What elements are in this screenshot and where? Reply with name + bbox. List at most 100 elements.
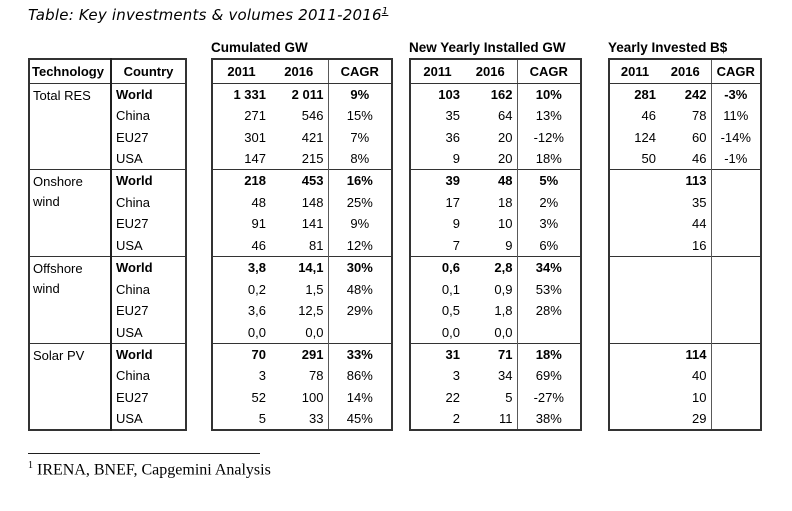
value-cell: 0,0	[305, 324, 324, 340]
country-cell: USA	[110, 234, 186, 257]
cagr-cell: 5%	[516, 169, 581, 192]
value-cell: 1 331	[212, 82, 270, 105]
country-cell: China	[110, 364, 186, 387]
table-row: 3,8 14,1 30%	[212, 256, 392, 279]
cagr-cell: 7%	[327, 126, 392, 149]
cagr-cell: -3%	[710, 82, 761, 105]
value-cell	[609, 300, 660, 322]
cagr-cell: -27%	[516, 386, 581, 409]
table-row: 16	[609, 234, 761, 257]
country-cell: World	[110, 82, 186, 105]
left-table-body: Total RES World China EU27 USA Onshore wind Wo…	[29, 82, 186, 430]
cagr-cell: 18%	[516, 148, 581, 170]
value-cell: 0,5	[441, 303, 460, 319]
cagr-cell: 14%	[327, 386, 392, 409]
cagr-cell	[710, 169, 761, 192]
value-cell: 5	[258, 411, 266, 427]
table-row: 5 33 45%	[212, 408, 392, 430]
table-row	[609, 321, 761, 344]
footnote-marker: 1	[28, 460, 33, 471]
table-row: Onshore wind World	[29, 169, 186, 257]
value-cell	[609, 342, 660, 365]
country-cell: EU27	[110, 213, 186, 235]
cagr-cell: 34%	[516, 256, 581, 279]
table-row	[609, 256, 761, 279]
table-row	[609, 299, 761, 322]
value-cell: 0,9	[494, 281, 513, 297]
value-cell: 17	[445, 194, 460, 210]
table-row: 40	[609, 364, 761, 387]
table-row: 1 331 2 011 9%	[212, 82, 392, 105]
col-header-2011: 2011	[609, 59, 660, 84]
country-cell: World	[110, 342, 186, 365]
table-row: China	[29, 364, 186, 387]
value-cell: 271	[244, 108, 266, 124]
country-cell: China	[110, 191, 186, 214]
value-cell	[660, 322, 711, 344]
value-cell: 20	[498, 151, 513, 167]
table-row: 70 291 33%	[212, 342, 392, 365]
value-cell: 5	[505, 389, 513, 405]
footnote-text: IRENA, BNEF, Capgemini Analysis	[37, 461, 271, 479]
table-row: 52 100 14%	[212, 386, 392, 409]
value-cell: 3	[452, 368, 460, 384]
value-cell: 70	[212, 342, 270, 365]
value-cell: 81	[309, 237, 324, 253]
cumulated-gw-table: 2011 2016 CAGR 1 331 2 011 9% 271 546 15% 301 4…	[211, 58, 393, 431]
header-row: 2011 2016 CAGR	[410, 59, 581, 84]
cagr-cell	[710, 191, 761, 214]
cagr-cell: 53%	[516, 278, 581, 300]
cagr-cell	[710, 213, 761, 235]
cagr-cell	[710, 299, 761, 322]
cagr-cell: 30%	[327, 256, 392, 279]
cagr-cell: 8%	[327, 148, 392, 170]
table-row: 0,0 0,0	[410, 321, 581, 344]
table-row: EU27	[29, 126, 186, 149]
cagr-cell: 48%	[327, 278, 392, 300]
table-row: 0,6 2,8 34%	[410, 256, 581, 279]
value-cell: 215	[301, 151, 324, 167]
value-cell: 29	[692, 411, 707, 427]
cagr-cell: 9%	[327, 213, 392, 235]
value-cell: 421	[301, 129, 324, 145]
table-row: 3 34 69%	[410, 364, 581, 387]
table-row: 9 10 3%	[410, 213, 581, 235]
cagr-cell	[710, 408, 761, 430]
table-row: 39 48 5%	[410, 169, 581, 192]
value-cell: 1,8	[494, 303, 513, 319]
value-cell: 35	[445, 108, 460, 124]
cagr-cell: 2%	[516, 191, 581, 214]
cagr-cell	[710, 234, 761, 257]
table-row: 9 20 18%	[410, 148, 581, 170]
cagr-cell: 11%	[710, 104, 761, 127]
value-cell: 78	[692, 108, 707, 124]
value-cell: 52	[251, 389, 266, 405]
value-cell: 2	[452, 411, 460, 427]
value-cell: 18	[498, 194, 513, 210]
value-cell: 10	[692, 389, 707, 405]
cagr-cell: -14%	[710, 126, 761, 149]
value-cell: 46	[251, 237, 266, 253]
col-header-2016: 2016	[660, 59, 711, 84]
value-cell: 12,5	[298, 303, 324, 319]
country-cell: China	[110, 104, 186, 127]
value-cell: 40	[692, 368, 707, 384]
footnote: 1 IRENA, BNEF, Capgemini Analysis	[28, 460, 271, 479]
technology-cell: Total RES	[29, 82, 111, 170]
technology-cell: Offshore wind	[29, 256, 111, 344]
table-row: 0,2 1,5 48%	[212, 278, 392, 300]
table-row: 147 215 8%	[212, 148, 392, 170]
new-table-body: 103 162 10% 35 64 13% 36 20 -12% 9 20 18% 39 48 5% 17 18…	[410, 82, 581, 430]
value-cell	[609, 235, 660, 257]
cagr-cell	[710, 321, 761, 344]
value-cell: 16	[692, 237, 707, 253]
header-row: Technology Country	[29, 59, 186, 84]
value-cell: 50	[641, 151, 656, 167]
value-cell: 71	[464, 342, 517, 365]
footnote-separator	[28, 453, 260, 454]
value-cell: 34	[498, 368, 513, 384]
cagr-cell: 38%	[516, 408, 581, 430]
cagr-cell	[710, 278, 761, 300]
table-row: 22 5 -27%	[410, 386, 581, 409]
